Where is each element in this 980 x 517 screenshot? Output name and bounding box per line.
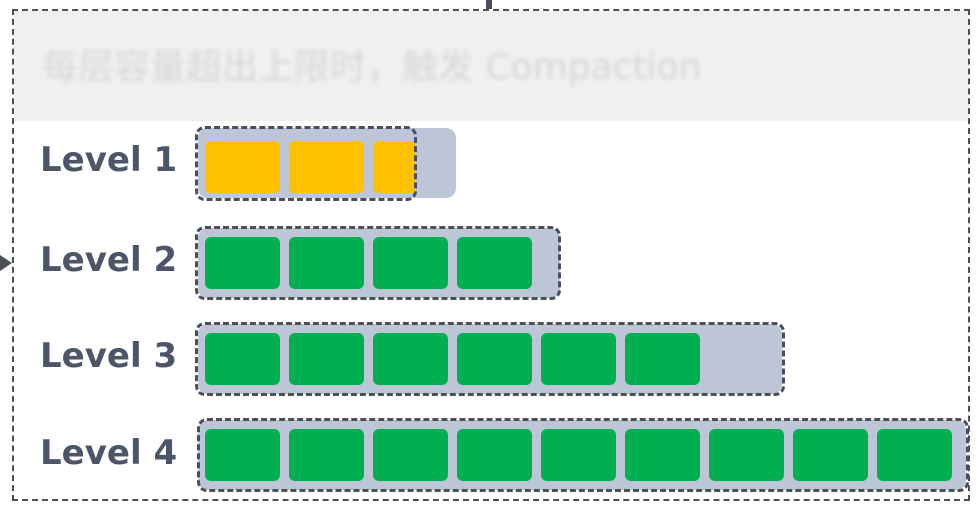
level-4-block xyxy=(625,429,700,481)
level-3-block xyxy=(541,333,616,385)
level-4-block xyxy=(373,429,448,481)
level-2-capacity-outline xyxy=(195,226,561,300)
level-4-label: Level 4 xyxy=(40,433,178,473)
level-2-label: Level 2 xyxy=(40,240,178,280)
level-1-label: Level 1 xyxy=(40,140,178,180)
level-1-block xyxy=(373,141,415,193)
level-2-block xyxy=(205,237,280,289)
level-4-block xyxy=(457,429,532,481)
outer-dashed-frame xyxy=(12,9,970,501)
level-4-block xyxy=(541,429,616,481)
level-4-block xyxy=(877,429,952,481)
connector-top-icon xyxy=(486,0,492,9)
level-3-label: Level 3 xyxy=(40,336,178,376)
level-1-block xyxy=(289,141,364,193)
level-1-block xyxy=(205,141,280,193)
arrow-left-icon xyxy=(0,255,12,271)
level-4-block xyxy=(793,429,868,481)
level-3-block xyxy=(205,333,280,385)
level-3-block xyxy=(289,333,364,385)
level-2-block xyxy=(373,237,448,289)
level-2-block xyxy=(289,237,364,289)
caption-text: 每层容量超出上限时，触发 Compaction xyxy=(42,47,702,88)
level-3-block xyxy=(373,333,448,385)
level-4-block xyxy=(709,429,784,481)
caption-band xyxy=(14,11,968,121)
level-4-block xyxy=(289,429,364,481)
level-3-capacity-outline xyxy=(195,322,785,396)
level-3-block xyxy=(625,333,700,385)
level-2-block xyxy=(457,237,532,289)
level-3-block xyxy=(457,333,532,385)
level-4-capacity-outline xyxy=(197,418,969,492)
level-4-block xyxy=(205,429,280,481)
level-1-capacity-outline xyxy=(195,126,417,201)
